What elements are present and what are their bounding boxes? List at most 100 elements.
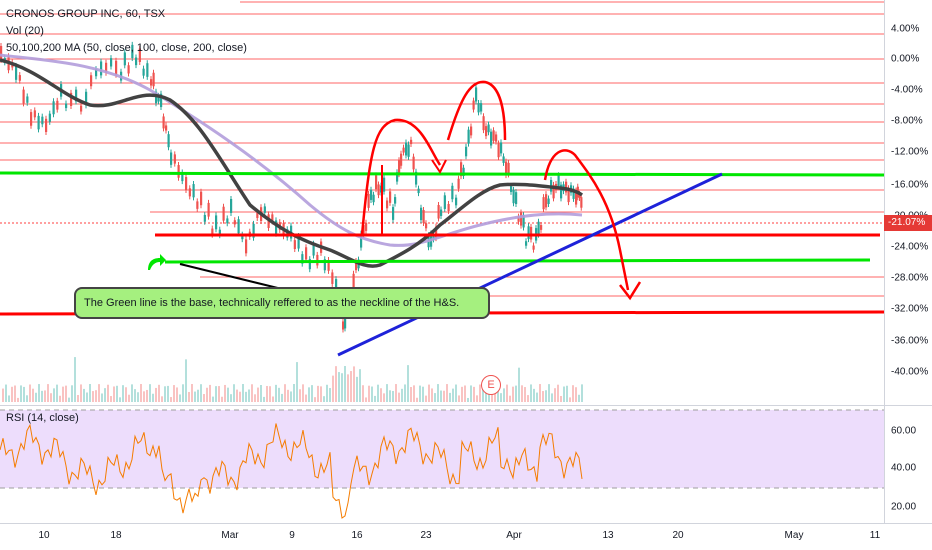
candle-body xyxy=(45,118,48,133)
volume-bar xyxy=(140,384,142,402)
volume-bar xyxy=(572,385,574,402)
candle-body xyxy=(542,197,545,210)
candle-body xyxy=(552,184,555,199)
volume-bar xyxy=(182,384,184,402)
candle-body xyxy=(530,226,533,240)
rsi-legend: RSI (14, close) xyxy=(6,412,79,424)
candle-body xyxy=(372,194,375,203)
candle-body xyxy=(308,259,311,270)
volume-bar xyxy=(503,388,505,402)
candle-body xyxy=(177,165,180,178)
candle-body xyxy=(389,191,392,203)
candle-body xyxy=(105,62,108,73)
volume-bar xyxy=(554,388,556,402)
volume-bar xyxy=(545,390,547,402)
volume-bar xyxy=(119,397,121,402)
candle-body xyxy=(342,321,345,330)
volume-bar xyxy=(8,395,10,402)
volume-bar xyxy=(11,386,13,402)
volume-bar xyxy=(125,387,127,402)
candle-body xyxy=(215,215,218,230)
volume-bar xyxy=(419,385,421,402)
candle-body xyxy=(437,205,440,219)
legend-title: CRONOS GROUP INC, 60, TSX xyxy=(6,8,166,20)
candle-body xyxy=(70,92,73,107)
volume-bar xyxy=(317,385,319,402)
volume-bar xyxy=(176,387,178,402)
candle-body xyxy=(352,273,355,288)
earnings-badge[interactable]: E xyxy=(481,375,501,395)
volume-bar xyxy=(494,390,496,402)
candle-body xyxy=(510,186,513,192)
neckline-upper xyxy=(0,171,884,177)
rsi-chart-svg[interactable] xyxy=(0,406,884,523)
volume-bar xyxy=(374,395,376,402)
price-axis[interactable]: 4.00%0.00%-4.00%-8.00%-12.00%-16.00%-20.… xyxy=(884,0,932,405)
candle-body xyxy=(241,234,244,240)
price-chart-svg[interactable] xyxy=(0,0,884,405)
volume-bar xyxy=(362,385,364,402)
candle-body xyxy=(396,172,399,182)
volume-bar xyxy=(473,386,475,402)
volume-bar xyxy=(47,384,49,402)
volume-bar xyxy=(443,390,445,402)
volume-bar xyxy=(428,384,430,402)
time-axis[interactable]: 10 18 Mar 9 16 23 Apr 13 20 May 11 xyxy=(0,523,932,550)
chart-legend: CRONOS GROUP INC, 60, TSX Vol (20) 50,10… xyxy=(6,6,247,57)
candle-body xyxy=(211,228,214,235)
volume-bar xyxy=(278,387,280,402)
rsi-axis[interactable]: 60.00 40.00 20.00 xyxy=(884,406,932,523)
volume-bar xyxy=(128,394,130,402)
volume-bar xyxy=(290,391,292,402)
volume-bar xyxy=(407,365,409,402)
candle-body xyxy=(492,130,495,141)
candle-body xyxy=(173,154,176,164)
volume-bar xyxy=(326,384,328,402)
candle-body xyxy=(155,91,158,104)
candle-body xyxy=(135,57,138,66)
candle-body xyxy=(230,198,233,213)
candle-body xyxy=(451,185,454,200)
price-chart-pane[interactable]: CRONOS GROUP INC, 60, TSX Vol (20) 50,10… xyxy=(0,0,884,405)
candle-body xyxy=(482,116,485,131)
candle-body xyxy=(495,134,498,142)
volume-bar xyxy=(569,397,571,402)
candle-body xyxy=(335,279,338,290)
volume-bar xyxy=(341,373,343,402)
volume-bar xyxy=(23,386,25,402)
candle-body xyxy=(422,209,425,224)
candle-body xyxy=(497,143,500,158)
candle-body xyxy=(218,229,221,236)
candle-body xyxy=(367,193,370,208)
candle-body xyxy=(386,200,389,209)
candle-body xyxy=(207,202,210,217)
volume-bar xyxy=(329,388,331,402)
volume-bar xyxy=(539,384,541,402)
candle-body xyxy=(162,116,165,129)
candle-body xyxy=(245,239,248,254)
volume-bar xyxy=(14,385,16,402)
volume-bar xyxy=(479,384,481,402)
rsi-pane[interactable]: RSI (14, close) xyxy=(0,406,884,523)
candle-body xyxy=(522,215,525,228)
volume-bar xyxy=(74,357,76,402)
volume-bar xyxy=(305,394,307,402)
annotation-callout[interactable]: The Green line is the base, technically … xyxy=(74,287,490,319)
pane-separator[interactable] xyxy=(0,405,932,406)
candle-body xyxy=(150,79,153,86)
candle-body xyxy=(226,218,229,224)
candle-body xyxy=(465,146,468,157)
volume-bar xyxy=(371,386,373,402)
volume-bar xyxy=(530,384,532,402)
volume-bar xyxy=(89,384,91,402)
candle-body xyxy=(410,139,413,145)
candle-body xyxy=(383,177,386,192)
time-axis-label: 20 xyxy=(672,530,684,541)
candle-body xyxy=(185,177,188,191)
legend-ma: 50,100,200 MA (50, close, 100, close, 20… xyxy=(6,42,247,54)
candle-body xyxy=(502,156,505,163)
price-axis-label: -32.00% xyxy=(891,303,929,315)
volume-bar xyxy=(413,385,415,402)
volume-bar xyxy=(215,386,217,402)
volume-bar xyxy=(425,395,427,402)
